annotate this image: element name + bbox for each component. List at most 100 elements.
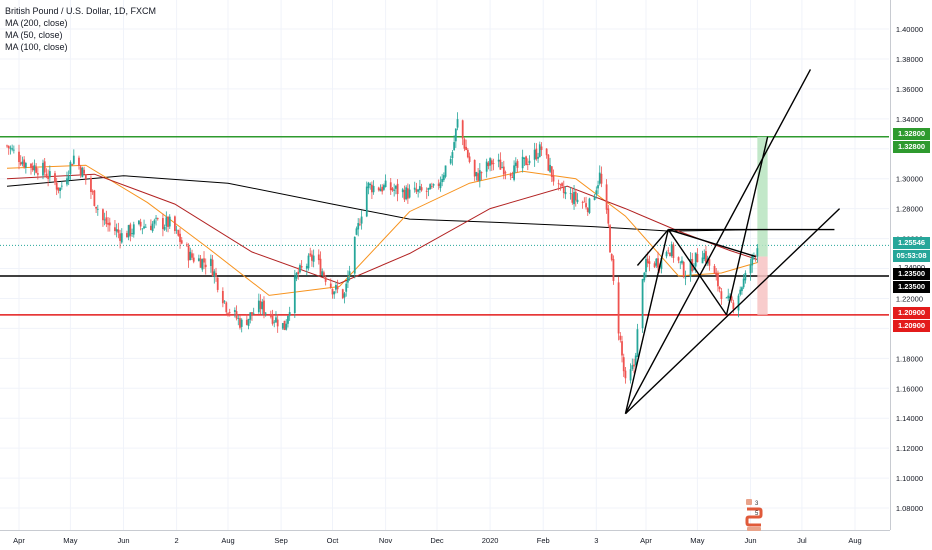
- candle-body: [173, 216, 176, 231]
- candle-body: [595, 190, 598, 195]
- candle-body: [537, 156, 539, 159]
- candle-body: [705, 251, 707, 263]
- candle-body: [653, 263, 656, 268]
- candle-body: [751, 254, 754, 266]
- candle-body: [406, 188, 409, 199]
- candle-body: [562, 187, 565, 193]
- candle-body: [425, 190, 428, 192]
- candle-body: [283, 320, 286, 330]
- candle-body: [689, 258, 692, 277]
- x-tick-label: Oct: [327, 536, 340, 545]
- candle-body: [223, 300, 226, 302]
- trendline: [668, 228, 756, 258]
- candle-body: [552, 175, 555, 182]
- candle-body: [413, 187, 416, 190]
- candle-body: [271, 314, 274, 324]
- candle-body: [730, 296, 733, 301]
- candle-body: [78, 157, 80, 166]
- candle-body: [348, 271, 351, 276]
- tradingview-logo-icon: 3 5: [745, 499, 763, 531]
- candle-body: [369, 183, 372, 186]
- candle-body: [679, 261, 682, 263]
- candle-body: [341, 289, 344, 299]
- candle-body: [153, 220, 156, 224]
- candle-body: [485, 161, 488, 172]
- trendline: [667, 229, 728, 316]
- candle-body: [240, 319, 243, 327]
- candle-body: [437, 183, 440, 187]
- candle-body: [275, 317, 277, 323]
- candle-body: [509, 173, 512, 177]
- candle-body: [741, 287, 743, 292]
- candle-body: [71, 164, 74, 166]
- candle-body: [621, 341, 623, 356]
- y-tick-label: 1.34000: [896, 115, 923, 124]
- legend-ma100[interactable]: MA (100, close): [5, 42, 68, 52]
- candle-body: [660, 258, 663, 270]
- legend-ma50[interactable]: MA (50, close): [5, 30, 63, 40]
- x-tick-label: 2020: [482, 536, 499, 545]
- candle-body: [227, 312, 229, 314]
- candle-body: [203, 258, 205, 263]
- candle-body: [533, 149, 536, 160]
- candle-body: [84, 174, 87, 180]
- y-tick-label: 1.38000: [896, 55, 923, 64]
- candle-body: [127, 225, 130, 238]
- candle-body: [713, 265, 716, 274]
- candle-body: [209, 258, 212, 266]
- candle-body: [593, 196, 596, 200]
- candle-body: [701, 257, 704, 264]
- legend-title[interactable]: British Pound / U.S. Dollar, 1D, FXCM: [5, 6, 157, 16]
- candle-body: [665, 252, 668, 257]
- candle-body: [417, 189, 420, 192]
- candle-body: [418, 186, 421, 191]
- candle-body: [245, 319, 248, 325]
- candle-body: [367, 182, 370, 189]
- candle-body: [696, 253, 699, 263]
- candle-body: [43, 161, 46, 173]
- candle-body: [345, 283, 348, 292]
- candle-body: [115, 229, 118, 232]
- candle-body: [235, 311, 238, 319]
- candle-body: [393, 189, 396, 191]
- candle-body: [132, 224, 135, 235]
- candle-body: [717, 273, 719, 287]
- candle-body: [501, 166, 503, 168]
- candle-body: [641, 279, 644, 329]
- candle-body: [165, 217, 168, 227]
- candle-body: [631, 365, 634, 369]
- candle-body: [131, 233, 133, 234]
- legend-ma200[interactable]: MA (200, close): [5, 18, 68, 28]
- candle-body: [211, 259, 214, 276]
- candle-body: [281, 323, 284, 329]
- candle-body: [487, 162, 490, 167]
- candle-body: [11, 148, 14, 150]
- candle-body: [45, 173, 48, 178]
- candle-body: [415, 189, 418, 192]
- candle-body: [585, 203, 587, 208]
- candle-body: [150, 225, 152, 231]
- horizontal-levels: [0, 136, 889, 316]
- trendline: [725, 136, 769, 316]
- candle-body: [478, 170, 481, 181]
- candle-body: [382, 185, 385, 190]
- x-tick-label: Feb: [537, 536, 550, 545]
- candle-body: [550, 166, 553, 177]
- candle-body: [516, 161, 519, 168]
- candle-body: [319, 258, 322, 275]
- candle-body: [480, 172, 483, 174]
- resistance-price-tag: 1.32800: [893, 128, 930, 140]
- candle-body: [655, 258, 658, 266]
- target-up-box: [757, 136, 768, 257]
- candle-body: [7, 145, 10, 149]
- candle-body: [504, 172, 507, 174]
- candle-body: [609, 225, 611, 253]
- candle-body: [201, 259, 204, 270]
- candle-body: [108, 222, 111, 226]
- candle-body: [588, 198, 591, 213]
- candle-body: [192, 257, 195, 262]
- candle-body: [725, 297, 728, 299]
- candle-body: [239, 318, 241, 328]
